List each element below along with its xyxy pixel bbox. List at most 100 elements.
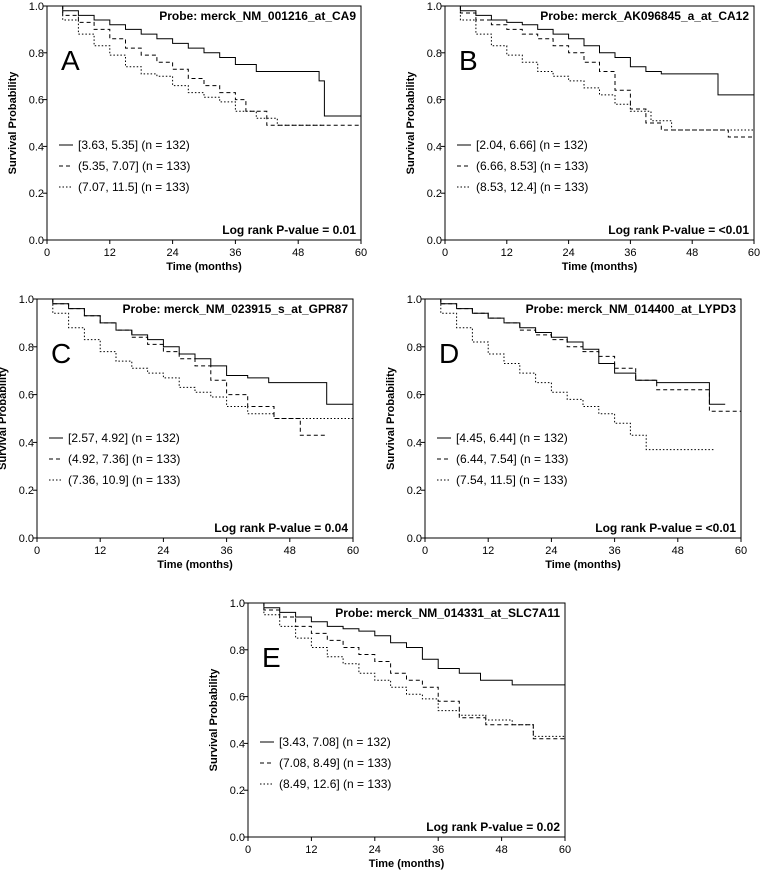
y-tick-label: 0.2 bbox=[19, 485, 34, 497]
y-tick-label: 0.2 bbox=[29, 188, 44, 200]
survival-curve-dotted bbox=[445, 5, 754, 131]
legend-entry: [3.43, 7.08] (n = 132) bbox=[279, 735, 391, 749]
x-tick-label: 48 bbox=[495, 844, 507, 856]
x-tick-label: 36 bbox=[624, 247, 636, 259]
legend-entry: (8.49, 12.6] (n = 133) bbox=[279, 777, 391, 791]
panel-letter: C bbox=[51, 338, 71, 369]
y-tick-label: 0.8 bbox=[407, 342, 422, 354]
y-tick-label: 0.8 bbox=[427, 48, 442, 60]
y-tick-label: 0.0 bbox=[230, 832, 245, 844]
y-tick-label: 0.0 bbox=[19, 533, 34, 545]
probe-title: Probe: merck_NM_023915_s_at_GPR87 bbox=[123, 302, 349, 316]
survival-curve-dotted bbox=[47, 5, 325, 126]
legend-entry: (7.54, 11.5] (n = 133) bbox=[456, 473, 568, 487]
legend-entry: [3.63, 5.35] (n = 132) bbox=[78, 138, 190, 152]
legend-entry: (7.36, 10.9] (n = 133) bbox=[68, 473, 180, 487]
x-tick-label: 24 bbox=[369, 844, 381, 856]
y-tick-label: 0.6 bbox=[19, 390, 34, 402]
panel-letter: A bbox=[61, 45, 80, 76]
y-tick-label: 0.6 bbox=[29, 95, 44, 107]
x-tick-label: 0 bbox=[44, 247, 50, 259]
x-tick-label: 36 bbox=[229, 247, 241, 259]
y-tick-label: 0.6 bbox=[427, 95, 442, 107]
survival-curve-dotted bbox=[425, 298, 715, 451]
legend-entry: (7.08, 8.49] (n = 133) bbox=[279, 756, 391, 770]
panel-a: 0 12 24 36 48 60 0.0 0.2 0.4 0.6 0.8 1.0 Time (month… bbox=[7, 1, 367, 273]
log-rank-pvalue: Log rank P-value = <0.01 bbox=[595, 521, 736, 535]
x-tick-label: 24 bbox=[166, 247, 178, 259]
plot-frame bbox=[444, 5, 755, 241]
x-tick-label: 60 bbox=[355, 247, 367, 259]
x-tick-label: 48 bbox=[284, 545, 296, 557]
panel-c: 0 12 24 36 48 60 0.0 0.2 0.4 0.6 0.8 1.0 Time (month… bbox=[0, 294, 359, 571]
x-tick-label: 36 bbox=[608, 545, 620, 557]
panel-e: 0 12 24 36 48 60 0.0 0.2 0.4 0.6 0.8 1.0 Time (month… bbox=[208, 598, 571, 870]
y-tick-label: 0.4 bbox=[407, 437, 422, 449]
x-axis-label: Time (months) bbox=[562, 261, 638, 273]
y-tick-label: 0.2 bbox=[427, 188, 442, 200]
y-axis-label: Survival Probability bbox=[208, 668, 220, 772]
y-tick-label: 0.6 bbox=[407, 390, 422, 402]
survival-curve-solid bbox=[47, 5, 361, 117]
survival-curve-solid bbox=[248, 602, 565, 686]
legend-entry: (4.92, 7.36] (n = 133) bbox=[68, 452, 180, 466]
panel-letter: D bbox=[439, 338, 459, 369]
x-tick-label: 60 bbox=[559, 844, 571, 856]
x-tick-label: 60 bbox=[735, 545, 747, 557]
plot-frame bbox=[247, 602, 566, 838]
y-tick-label: 0.4 bbox=[230, 738, 245, 750]
legend-entry: [4.45, 6.44] (n = 132) bbox=[456, 431, 568, 445]
y-axis-label: Survival Probability bbox=[7, 71, 19, 175]
survival-curve-dotted bbox=[248, 602, 565, 737]
legend-entry: [2.04, 6.66] (n = 132) bbox=[476, 138, 588, 152]
y-tick-label: 1.0 bbox=[427, 1, 442, 13]
x-tick-label: 60 bbox=[748, 247, 760, 259]
x-axis-label: Time (months) bbox=[166, 261, 242, 273]
x-tick-label: 0 bbox=[245, 844, 251, 856]
legend-entry: (5.35, 7.07] (n = 133) bbox=[78, 159, 190, 173]
x-tick-label: 12 bbox=[305, 844, 317, 856]
legend-entry: (6.66, 8.53] (n = 133) bbox=[476, 159, 588, 173]
panel-letter: E bbox=[262, 642, 281, 673]
x-axis-label: Time (months) bbox=[369, 858, 445, 870]
y-tick-label: 0.8 bbox=[230, 645, 245, 657]
panel-letter: B bbox=[459, 45, 478, 76]
x-tick-label: 24 bbox=[157, 545, 169, 557]
y-tick-label: 0.4 bbox=[427, 141, 442, 153]
survival-curve-dashed bbox=[47, 5, 361, 126]
y-tick-label: 0.4 bbox=[29, 141, 44, 153]
y-tick-label: 0.0 bbox=[29, 235, 44, 247]
plot-frame bbox=[36, 298, 354, 539]
survival-curve-solid bbox=[37, 298, 353, 405]
y-tick-label: 1.0 bbox=[19, 294, 34, 306]
legend-entry: (7.07, 11.5] (n = 133) bbox=[78, 180, 190, 194]
x-tick-label: 36 bbox=[220, 545, 232, 557]
probe-title: Probe: merck_NM_001216_at_CA9 bbox=[159, 9, 356, 23]
x-tick-label: 12 bbox=[104, 247, 116, 259]
plot-frame bbox=[46, 5, 362, 241]
x-tick-label: 48 bbox=[672, 545, 684, 557]
y-tick-label: 0.2 bbox=[230, 785, 245, 797]
y-axis-label: Survival Probability bbox=[0, 366, 9, 470]
legend-entry: [2.57, 4.92] (n = 132) bbox=[68, 431, 180, 445]
x-tick-label: 0 bbox=[422, 545, 428, 557]
x-tick-label: 0 bbox=[442, 247, 448, 259]
x-tick-label: 24 bbox=[545, 545, 557, 557]
x-tick-label: 12 bbox=[501, 247, 513, 259]
survival-curve-solid bbox=[445, 5, 754, 96]
legend-entry: (8.53, 12.4] (n = 133) bbox=[476, 180, 588, 194]
survival-curve-dashed bbox=[425, 298, 741, 412]
y-tick-label: 0.6 bbox=[230, 692, 245, 704]
x-tick-label: 48 bbox=[686, 247, 698, 259]
x-tick-label: 36 bbox=[432, 844, 444, 856]
x-tick-label: 60 bbox=[347, 545, 359, 557]
x-tick-label: 12 bbox=[94, 545, 106, 557]
survival-curve-dashed bbox=[248, 602, 565, 740]
panel-d: 0 12 24 36 48 60 0.0 0.2 0.4 0.6 0.8 1.0 Time (month… bbox=[385, 294, 747, 571]
probe-title: Probe: merck_NM_014400_at_LYPD3 bbox=[526, 302, 737, 316]
y-axis-label: Survival Probability bbox=[405, 71, 417, 175]
x-axis-label: Time (months) bbox=[545, 559, 621, 571]
survival-curve-dashed bbox=[37, 298, 327, 436]
log-rank-pvalue: Log rank P-value = 0.04 bbox=[214, 521, 348, 535]
